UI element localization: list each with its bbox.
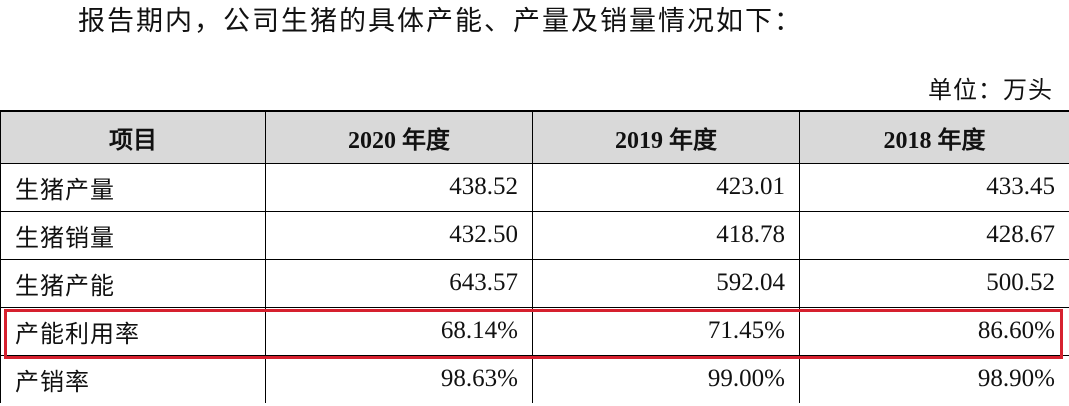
cell-2018: 98.90%	[799, 354, 1069, 403]
row-label: 生猪产能	[0, 258, 266, 308]
row-label: 产销率	[0, 354, 266, 403]
hog-capacity-table: 项目 2020 年度 2019 年度 2018 年度 生猪产量 438.52 4…	[0, 110, 1069, 403]
intro-paragraph: 报告期内，公司生猪的具体产能、产量及销量情况如下：	[78, 6, 803, 37]
table-row: 生猪销量 432.50 418.78 428.67	[0, 210, 1069, 260]
cell-2020: 643.57	[265, 258, 533, 308]
cell-2018: 86.60%	[799, 306, 1069, 356]
cell-2019: 423.01	[532, 162, 800, 212]
row-label: 生猪产量	[0, 162, 266, 212]
table-row: 产销率 98.63% 99.00% 98.90%	[0, 354, 1069, 403]
cell-2019: 71.45%	[532, 306, 800, 356]
cell-2019: 418.78	[532, 210, 800, 260]
header-item: 项目	[0, 110, 266, 164]
table-row: 生猪产能 643.57 592.04 500.52	[0, 258, 1069, 308]
header-2019: 2019 年度	[532, 110, 800, 164]
table-row-highlighted: 产能利用率 68.14% 71.45% 86.60%	[0, 306, 1069, 356]
table-row: 生猪产量 438.52 423.01 433.45	[0, 162, 1069, 212]
cell-2020: 98.63%	[265, 354, 533, 403]
cell-2018: 428.67	[799, 210, 1069, 260]
cell-2020: 68.14%	[265, 306, 533, 356]
header-2020: 2020 年度	[265, 110, 533, 164]
table-header-row: 项目 2020 年度 2019 年度 2018 年度	[0, 110, 1069, 164]
cell-2018: 500.52	[799, 258, 1069, 308]
row-label: 生猪销量	[0, 210, 266, 260]
row-label: 产能利用率	[0, 306, 266, 356]
cell-2018: 433.45	[799, 162, 1069, 212]
cell-2019: 592.04	[532, 258, 800, 308]
cell-2020: 438.52	[265, 162, 533, 212]
cell-2019: 99.00%	[532, 354, 800, 403]
header-2018: 2018 年度	[799, 110, 1069, 164]
unit-label: 单位：万头	[928, 76, 1053, 104]
cell-2020: 432.50	[265, 210, 533, 260]
